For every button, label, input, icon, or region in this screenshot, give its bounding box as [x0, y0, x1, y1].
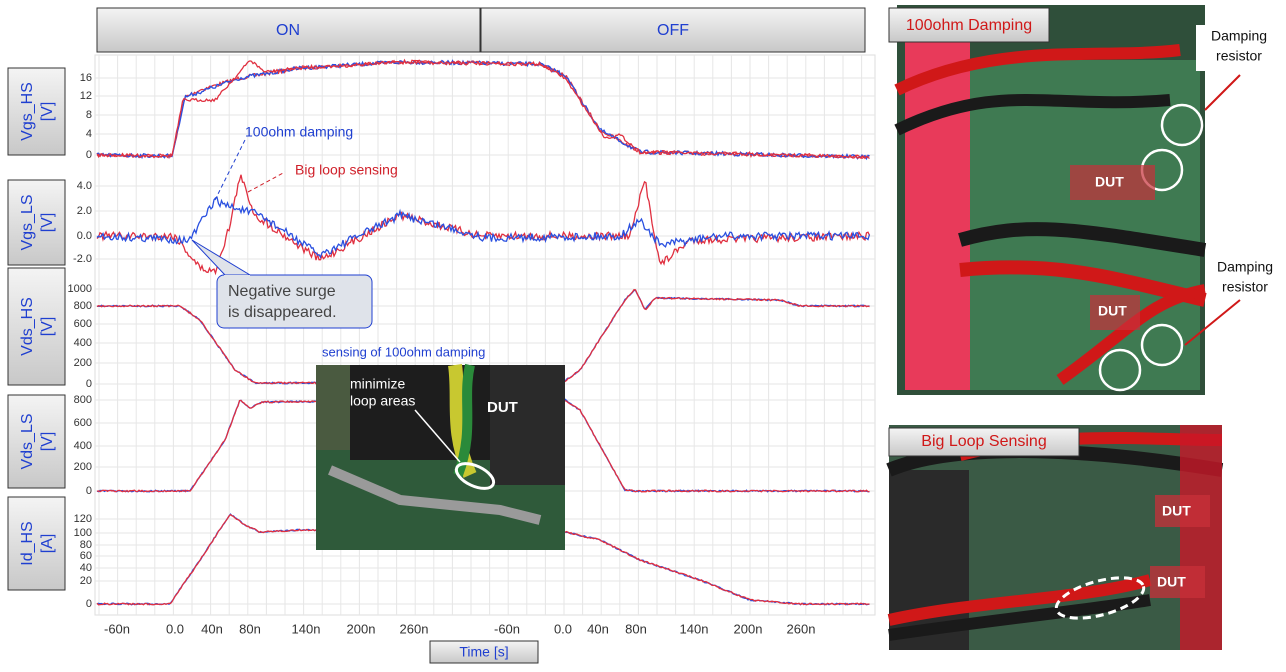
- panel-label-box: [7, 496, 66, 591]
- y-tick-label: 12: [80, 90, 92, 102]
- inset-note: minimize: [350, 376, 405, 392]
- y-tick-label: 16: [80, 72, 92, 84]
- panel-label: Vds_LS: [19, 413, 36, 469]
- panel-label-box: [7, 179, 66, 266]
- inset-photo: [316, 363, 565, 550]
- off-label: OFF: [657, 22, 689, 39]
- panel-label: [V]: [39, 432, 56, 452]
- x-tick-label: 80n: [239, 621, 261, 636]
- panel-label: [A]: [39, 534, 56, 554]
- x-tick-label: 80n: [625, 621, 647, 636]
- on-label: ON: [276, 22, 300, 39]
- panel-label: Vgs_LS: [19, 194, 36, 250]
- photo-title: 100ohm Damping: [906, 17, 1032, 34]
- x-tick-label: -60n: [104, 621, 130, 636]
- y-tick-label: 100: [74, 527, 92, 539]
- y-tick-label: 0: [86, 598, 92, 610]
- waveform: [96, 196, 871, 259]
- panel-label: [V]: [39, 102, 56, 122]
- y-tick-label: 4.0: [77, 180, 92, 192]
- panel-label: Id_HS: [19, 521, 36, 565]
- resistor-label: Damping: [1211, 28, 1267, 44]
- y-tick-label: 2.0: [77, 205, 92, 217]
- y-tick-label: 800: [74, 300, 92, 312]
- y-tick-label: 800: [74, 394, 92, 406]
- x-label: Time [s]: [459, 644, 508, 660]
- x-tick-label: 140n: [680, 621, 709, 636]
- photo-title-box: [888, 427, 1080, 457]
- y-tick-label: -2.0: [73, 253, 92, 265]
- panel-label: Vgs_HS: [19, 82, 36, 141]
- y-tick-label: 0: [86, 485, 92, 497]
- x-tick-label: 0.0: [166, 621, 184, 636]
- y-tick-label: 8: [86, 109, 92, 121]
- x-tick-label: 140n: [292, 621, 321, 636]
- x-tick-label: 40n: [201, 621, 223, 636]
- inset-caption: sensing of 100ohm damping: [322, 344, 485, 359]
- callout-text: Negative surge: [228, 283, 336, 300]
- photo-top: [894, 5, 1241, 395]
- waveform: [96, 59, 870, 160]
- y-tick-label: 600: [74, 417, 92, 429]
- y-tick-label: 1000: [68, 283, 92, 295]
- dut-label: DUT: [1095, 174, 1124, 190]
- x-tick-label: -60n: [494, 621, 520, 636]
- leader: [247, 171, 286, 193]
- callout-text: is disappeared.: [228, 304, 337, 321]
- resistor-label: Damping: [1217, 259, 1273, 275]
- inset-note: loop areas: [350, 393, 415, 409]
- annotation: 100ohm damping: [245, 124, 353, 140]
- waveform: [96, 59, 870, 161]
- y-tick-label: 120: [74, 513, 92, 525]
- callout: [216, 274, 373, 329]
- resistor-box: [1196, 25, 1282, 71]
- photo-bottom: [886, 425, 1224, 650]
- y-tick-label: 60: [80, 550, 92, 562]
- annotation: Big loop sensing: [295, 162, 398, 178]
- resistor-label: resistor: [1216, 48, 1262, 64]
- y-tick-label: 80: [80, 539, 92, 551]
- panel-label: [V]: [39, 317, 56, 337]
- x-tick-label: 260n: [400, 621, 429, 636]
- y-tick-label: 40: [80, 562, 92, 574]
- y-tick-label: 20: [80, 575, 92, 587]
- y-tick-label: 0.0: [77, 230, 92, 242]
- dut-label: DUT: [1098, 303, 1127, 319]
- off-header: [480, 7, 866, 53]
- y-tick-label: 0: [86, 378, 92, 390]
- inset-dut: DUT: [487, 399, 518, 416]
- on-header: [96, 7, 481, 53]
- x-tick-label: 200n: [734, 621, 763, 636]
- photo-title-box: [888, 7, 1050, 43]
- y-tick-label: 400: [74, 337, 92, 349]
- y-tick-label: 200: [74, 357, 92, 369]
- y-tick-label: 400: [74, 440, 92, 452]
- panel-label-box: [7, 67, 66, 156]
- y-tick-label: 4: [86, 128, 92, 140]
- dut-label: DUT: [1157, 574, 1186, 590]
- dut-label: DUT: [1162, 503, 1191, 519]
- x-tick-label: 260n: [787, 621, 816, 636]
- x-label-box: [429, 640, 539, 664]
- photo-title: Big Loop Sensing: [921, 433, 1046, 450]
- panel-label: Vds_HS: [19, 297, 36, 356]
- resistor-label: resistor: [1222, 279, 1268, 295]
- grid: [95, 55, 875, 615]
- y-tick-label: 0: [86, 149, 92, 161]
- x-tick-label: 0.0: [554, 621, 572, 636]
- panel-label-box: [7, 394, 66, 489]
- panel-label: [V]: [39, 213, 56, 233]
- y-tick-label: 200: [74, 461, 92, 473]
- x-tick-label: 40n: [587, 621, 609, 636]
- panel-label-box: [7, 267, 66, 386]
- x-tick-label: 200n: [347, 621, 376, 636]
- y-tick-label: 600: [74, 318, 92, 330]
